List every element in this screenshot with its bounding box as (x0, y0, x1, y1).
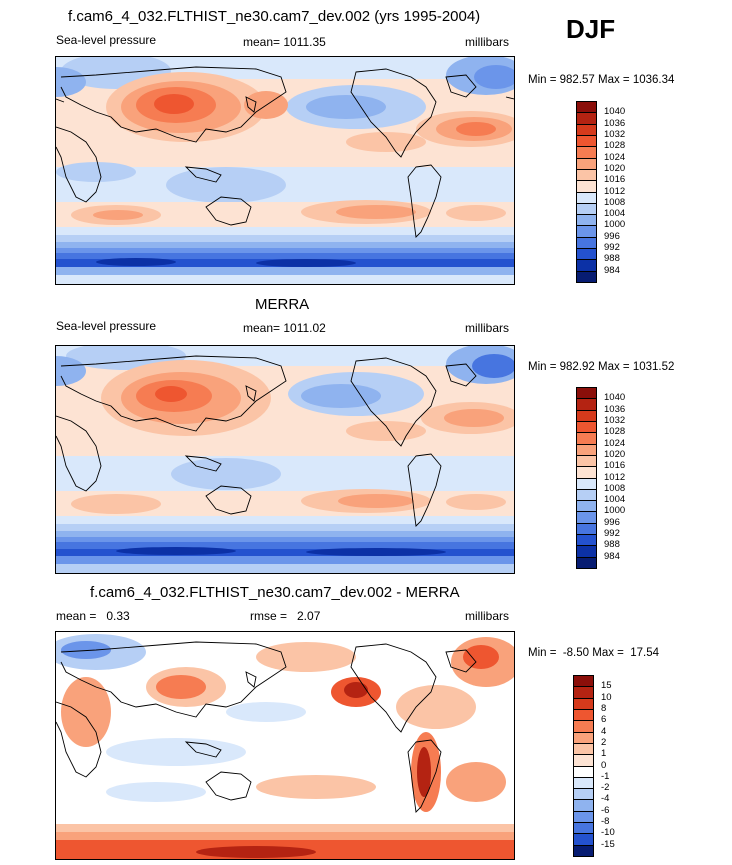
colorbar-tick-label: 992 (604, 528, 620, 540)
colorbar-tick-label: -2 (601, 782, 610, 794)
colorbar-tick-label: 1016 (604, 460, 626, 472)
colorbar-tick-label: 996 (604, 230, 620, 242)
colorbar-tick-label: 996 (604, 516, 620, 528)
colorbar-tick-label: -6 (601, 804, 610, 816)
colorbar-swatch (573, 844, 594, 857)
colorbar-tick-label: 1024 (604, 437, 626, 449)
colorbar-tick-label: 1032 (604, 128, 626, 140)
colorbar-tick-label: 8 (601, 702, 607, 714)
colorbar-tick-label: 1016 (604, 174, 626, 186)
colorbar-tick-label: -4 (601, 793, 610, 805)
colorbar-tick-label: 1028 (604, 426, 626, 438)
slp-contour-map (56, 57, 514, 284)
map-diff (55, 631, 515, 860)
colorbar-tick-label: 1024 (604, 151, 626, 163)
colorbar-diff: 15 10 8 6 4 2 1 0 -1 -2 -4 -6 -8 -10 -15 (573, 675, 633, 857)
colorbar-tick-label: 1000 (604, 219, 626, 231)
colorbar-tick-label: 984 (604, 550, 620, 562)
panel-left-label: Sea-level pressure (56, 33, 157, 47)
colorbar-tick-label: -1 (601, 770, 610, 782)
colorbar-tick-label: 1004 (604, 208, 626, 220)
colorbar-tick-label: 1004 (604, 494, 626, 506)
panel-rmse-label: rmse = 2.07 (250, 609, 321, 623)
panel-units-label: millibars (465, 321, 510, 335)
colorbar-tick-label: 1032 (604, 414, 626, 426)
colorbar-tick-label: 992 (604, 242, 620, 254)
colorbar-swatch (576, 270, 597, 283)
colorbar-tick-label: 1040 (604, 392, 626, 404)
minmax-label: Min = 982.92 Max = 1031.52 (528, 361, 675, 373)
colorbar-tick-label: 1020 (604, 162, 626, 174)
colorbar-model: 1040 1036 1032 1028 1024 1020 1016 1012 1008 1004… (576, 101, 636, 283)
map-obs (55, 345, 515, 574)
colorbar-tick-label: 1012 (604, 185, 626, 197)
colorbar-tick-label: 1008 (604, 196, 626, 208)
panel-title: f.cam6_4_032.FLTHIST_ne30.cam7_dev.002 (… (68, 8, 481, 25)
map-model (55, 56, 515, 285)
colorbar-tick-label: 10 (601, 691, 612, 703)
colorbar-tick-label: 1020 (604, 448, 626, 460)
colorbar-tick-label: 1 (601, 748, 607, 760)
colorbar-obs: 1040 1036 1032 1028 1024 1020 1016 1012 1008 1004… (576, 387, 636, 569)
colorbar-tick-label: 0 (601, 759, 607, 771)
panel-mean-label: mean= 1011.35 (243, 35, 326, 49)
panel-mean-label: mean= 1011.02 (243, 321, 326, 335)
panel-left-label: Sea-level pressure (56, 319, 157, 333)
colorbar-tick-label: 1036 (604, 403, 626, 415)
colorbar-swatch (576, 556, 597, 569)
colorbar-tick-label: 1012 (604, 471, 626, 483)
season-label: DJF (566, 14, 616, 44)
colorbar-tick-label: 984 (604, 264, 620, 276)
colorbar-tick-label: 1040 (604, 106, 626, 118)
colorbar-tick-label: -8 (601, 816, 610, 828)
colorbar-tick-label: -10 (601, 827, 615, 839)
panel-mean-label: mean = 0.33 (56, 609, 130, 623)
colorbar-tick-label: 1000 (604, 505, 626, 517)
colorbar-tick-label: 1008 (604, 482, 626, 494)
slp-difference-map (56, 632, 514, 859)
colorbar-tick-label: 1028 (604, 140, 626, 152)
colorbar-tick-label: -15 (601, 838, 615, 850)
panel-title: MERRA (255, 296, 310, 313)
colorbar-tick-label: 2 (601, 736, 607, 748)
colorbar-tick-label: 988 (604, 539, 620, 551)
minmax-label: Min = 982.57 Max = 1036.34 (528, 74, 675, 86)
colorbar-tick-label: 4 (601, 725, 607, 737)
slp-contour-map (56, 346, 514, 573)
panel-units-label: millibars (465, 609, 510, 623)
colorbar-tick-label: 15 (601, 680, 612, 692)
panel-units-label: millibars (465, 35, 510, 49)
colorbar-tick-label: 6 (601, 714, 607, 726)
panel-title: f.cam6_4_032.FLTHIST_ne30.cam7_dev.002 -… (90, 584, 460, 601)
minmax-label: Min = -8.50 Max = 17.54 (528, 647, 660, 659)
colorbar-tick-label: 1036 (604, 117, 626, 129)
colorbar-tick-label: 988 (604, 253, 620, 265)
